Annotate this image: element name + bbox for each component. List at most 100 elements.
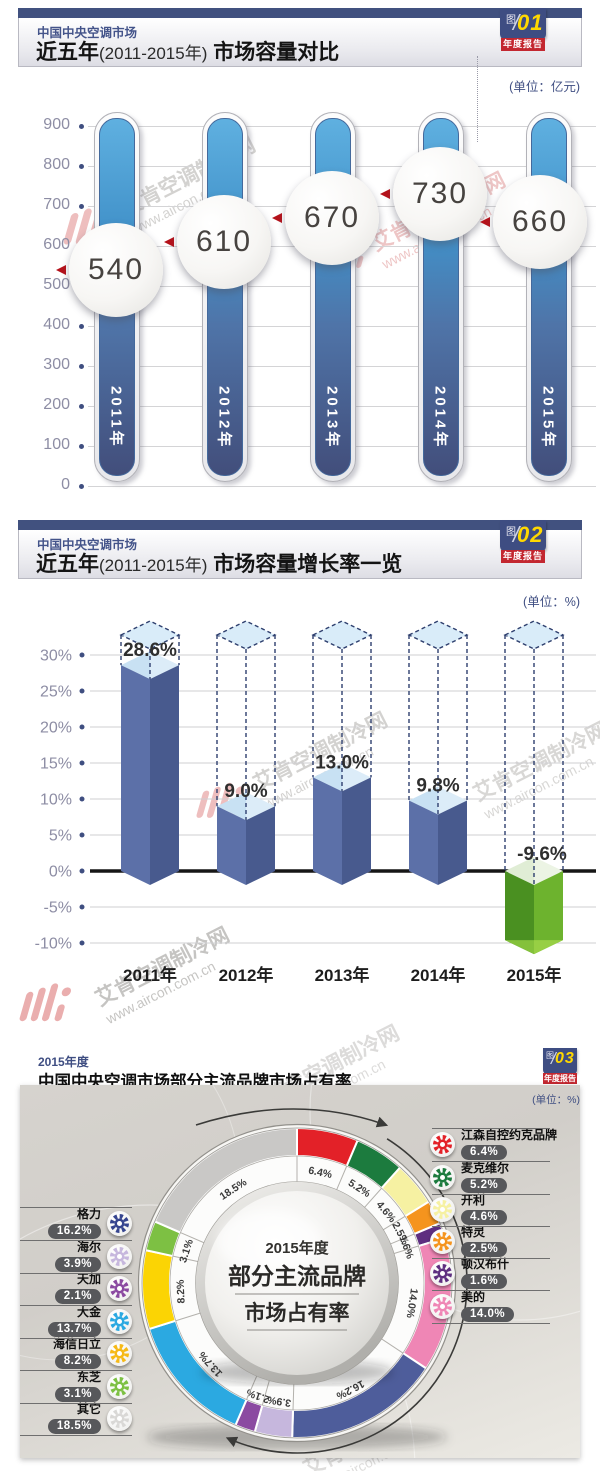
label-band-divider <box>292 1383 295 1410</box>
bar-right-face <box>438 800 467 885</box>
brand-name: 江森自控约克品牌 <box>461 1127 558 1142</box>
label-band-divider <box>380 1338 404 1354</box>
badge-ribbon: 年度报告 <box>501 550 545 563</box>
brand-name: 大金 <box>76 1304 101 1319</box>
band-outline <box>141 1127 453 1439</box>
brand-name: 其它 <box>76 1401 101 1416</box>
brand-share-pill: 1.6% <box>461 1273 508 1289</box>
y-tick-label: 700 <box>43 196 70 213</box>
x-category-label: 2011年 <box>123 965 177 985</box>
bar-year-label: 2011年 <box>107 386 125 449</box>
bar-right-face <box>150 665 179 885</box>
legend-divider <box>20 1272 132 1274</box>
legend-text: 麦克维尔 5.2% <box>461 1161 509 1193</box>
header-strip <box>18 8 582 18</box>
legend-text: 天加 2.1% <box>54 1272 101 1304</box>
brand-share-pill: 16.2% <box>47 1223 101 1239</box>
section2-kicker: 中国中央空调市场 <box>37 538 138 552</box>
brand-share-pill: 2.1% <box>54 1288 101 1304</box>
bar-top-face <box>246 792 275 821</box>
legend-divider <box>20 1434 132 1436</box>
axis-dot <box>79 323 84 329</box>
y-tick-label: 100 <box>43 436 70 453</box>
clockwise-arrow <box>195 1108 389 1128</box>
legend-text: 大金 13.7% <box>47 1304 101 1337</box>
axis-dot <box>79 904 85 910</box>
value-marker-arrow <box>56 265 66 275</box>
label-band-divider <box>389 1233 415 1245</box>
y-tick-label: 20% <box>40 720 72 737</box>
value-bubble-text: 540 <box>87 253 145 286</box>
badge-fig-label: 图 <box>506 527 516 538</box>
bar-left-face <box>217 806 246 885</box>
brand-share-pill: 4.6% <box>461 1209 508 1225</box>
label-band-divider <box>172 1255 199 1263</box>
badge-slash: / <box>551 1049 556 1068</box>
section1-kicker: 中国中央空调市场 <box>37 26 138 40</box>
legend-text: 其它 18.5% <box>47 1401 101 1434</box>
y-tick-label: 900 <box>43 116 70 133</box>
title-prefix: 近五年 <box>36 41 99 64</box>
brand-share-pill: 13.7% <box>47 1321 101 1337</box>
legend-divider <box>432 1257 550 1259</box>
axis-dot <box>79 724 85 730</box>
bar-right-face <box>534 871 563 955</box>
bar-top-face <box>217 792 246 821</box>
bar-left-face <box>505 871 534 955</box>
badge-slash: / <box>513 10 520 35</box>
ghost-diamond <box>215 620 277 650</box>
x-category-label: 2013年 <box>315 965 370 985</box>
brand-share-pill: 3.9% <box>54 1256 101 1272</box>
market-share-donut-chart: 6.4% 5.2% 4.6% 2.5% 1.6% 14.0% 16.2% 3.9% 2.1% 13… <box>20 1085 580 1458</box>
legend-divider <box>432 1160 550 1162</box>
axis-dot <box>79 203 84 209</box>
label-band-divider <box>180 1232 205 1244</box>
bar-left-face <box>121 665 150 885</box>
dotted-separator <box>477 56 478 142</box>
brand-name: 东芝 <box>76 1369 101 1384</box>
gear-icon <box>433 1263 452 1283</box>
legend-divider <box>432 1289 550 1291</box>
badge-number: 02 <box>517 522 544 547</box>
brand-share-pill: 2.5% <box>461 1241 508 1257</box>
bar-top-face <box>313 763 342 792</box>
brand-share-pill: 8.2% <box>54 1353 101 1369</box>
y-tick-label: 200 <box>43 396 70 413</box>
gear-badge <box>107 1405 132 1431</box>
legend-divider <box>20 1304 132 1306</box>
badge-fig-label: 图 <box>546 1051 554 1060</box>
y-tick-label: 300 <box>43 356 70 373</box>
value-bubble-text: 660 <box>511 205 569 238</box>
brand-name: 格力 <box>76 1206 101 1221</box>
legend-item: 海信日立 8.2% <box>14 1336 132 1370</box>
badge-tab: 图/02 <box>500 520 546 552</box>
gear-badge <box>107 1340 132 1366</box>
section3-unit-label: (单位：%) <box>532 1094 580 1106</box>
badge-fig-label: 图 <box>506 15 516 26</box>
bar-right-face <box>342 777 371 885</box>
bar-year-label: 2015年 <box>539 385 557 449</box>
value-bubble-text: 730 <box>411 177 469 210</box>
legend-item: 格力 16.2% <box>14 1206 132 1240</box>
bar-top-face <box>121 651 150 680</box>
badge-tab: 图/01 <box>500 8 546 40</box>
axis-dot <box>79 796 85 802</box>
center-year: 2015年度 <box>265 1239 329 1257</box>
brand-name: 顿汉布什 <box>461 1256 510 1271</box>
gear-badge <box>107 1373 132 1399</box>
y-tick-label: 30% <box>40 648 72 665</box>
gear-badge <box>107 1275 132 1301</box>
figure-badge-03: 图/03 年度报告 <box>543 1048 577 1084</box>
brand-name: 海尔 <box>76 1239 101 1254</box>
segment-percent-label: 3.9% <box>266 1393 292 1409</box>
badge-ribbon: 年度报告 <box>543 1073 577 1084</box>
x-category-label: 2015年 <box>507 965 562 985</box>
gear-icon <box>110 1376 129 1396</box>
gear-badge <box>107 1210 132 1236</box>
brand-share-pill: 6.4% <box>461 1144 508 1160</box>
legend-item: 其它 18.5% <box>14 1401 132 1435</box>
gear-icon <box>110 1246 129 1266</box>
legend-text: 特灵 2.5% <box>461 1225 508 1257</box>
y-tick-label: 0 <box>61 476 70 493</box>
